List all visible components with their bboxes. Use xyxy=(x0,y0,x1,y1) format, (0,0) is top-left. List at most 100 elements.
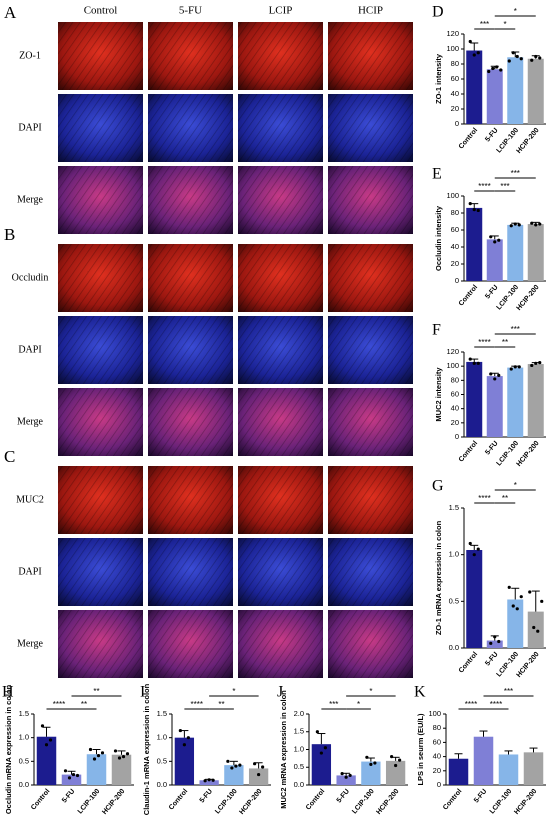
data-point xyxy=(489,235,493,239)
significance-label: ** xyxy=(81,700,87,709)
significance-label: **** xyxy=(53,700,65,709)
data-point xyxy=(497,639,501,644)
data-point xyxy=(538,56,542,60)
data-point xyxy=(538,361,542,365)
y-tick-label: 0 xyxy=(455,276,459,285)
significance-label: ** xyxy=(502,494,508,503)
y-tick-label: 1.0 xyxy=(294,744,304,753)
data-point xyxy=(472,208,476,212)
significance-label: *** xyxy=(500,182,509,191)
data-point xyxy=(211,778,215,782)
significance-label: * xyxy=(514,481,517,490)
y-tick-label: 2.0 xyxy=(294,709,304,718)
y-tick-label: 60 xyxy=(433,737,441,746)
y-tick-label: 1.0 xyxy=(19,733,29,742)
column-header: HCIP xyxy=(358,5,383,17)
data-point xyxy=(493,240,497,244)
column-header: LCIP xyxy=(269,5,293,17)
micrograph-texture xyxy=(148,244,233,312)
y-axis-label: MUC2 mRNA expression in colon xyxy=(279,690,288,809)
data-point xyxy=(534,54,538,59)
data-point xyxy=(511,604,515,608)
data-point xyxy=(513,365,517,369)
bar xyxy=(199,780,219,785)
y-axis-label: MUC2 intensity xyxy=(434,367,443,422)
row-label: DAPI xyxy=(18,566,41,577)
panel-letter: G xyxy=(432,478,444,495)
data-point xyxy=(491,66,495,71)
y-axis-label: Occludin intensity xyxy=(434,205,443,271)
data-point xyxy=(532,625,536,630)
y-tick-label: 0.0 xyxy=(294,780,304,789)
panel-letter: I xyxy=(140,684,145,701)
micrograph-texture xyxy=(148,22,233,90)
bar xyxy=(466,207,483,281)
significance-label: *** xyxy=(329,700,338,709)
x-tick-label: Control xyxy=(168,788,189,812)
data-point xyxy=(373,761,377,765)
data-point xyxy=(100,751,105,755)
bar xyxy=(385,760,406,785)
y-axis-label: ZO-1 mRNA expression in colon xyxy=(434,520,443,635)
row-label: DAPI xyxy=(18,122,41,133)
micrograph-texture xyxy=(328,166,413,234)
data-point xyxy=(178,728,182,733)
data-point xyxy=(257,772,261,777)
panel-letter: K xyxy=(414,684,426,701)
bar xyxy=(486,239,503,281)
data-point xyxy=(530,221,534,225)
micrograph-texture xyxy=(238,610,323,678)
bar xyxy=(498,754,519,785)
row-label: Merge xyxy=(17,194,43,205)
data-point xyxy=(323,746,327,750)
error-bar xyxy=(180,730,189,738)
panel-letter: B xyxy=(4,225,15,244)
x-tick-label: 5-FU xyxy=(336,788,351,804)
bar xyxy=(527,364,544,437)
micrograph-texture xyxy=(238,388,323,456)
significance-label: *** xyxy=(504,687,513,696)
bar xyxy=(507,367,524,437)
data-point xyxy=(348,773,352,778)
data-point xyxy=(509,367,513,371)
y-tick-label: 60 xyxy=(451,74,459,83)
data-point xyxy=(507,59,511,63)
data-point xyxy=(472,53,476,57)
y-tick-label: 20 xyxy=(451,259,459,268)
data-point xyxy=(507,585,511,589)
micrograph-texture xyxy=(148,316,233,384)
data-point xyxy=(261,765,265,769)
error-bar xyxy=(117,750,126,755)
significance-label: ** xyxy=(502,338,508,347)
micrograph-texture xyxy=(238,94,323,162)
micrograph-texture xyxy=(328,610,413,678)
significance-label: * xyxy=(369,687,372,696)
y-tick-label: 120 xyxy=(446,347,459,356)
y-tick-label: 80 xyxy=(451,208,459,217)
data-point xyxy=(88,747,93,752)
error-bar xyxy=(529,747,538,753)
y-tick-label: 1.5 xyxy=(19,709,29,718)
row-label: Merge xyxy=(17,638,43,649)
micrograph-texture xyxy=(148,610,233,678)
y-tick-label: 20 xyxy=(451,418,459,427)
bar xyxy=(111,754,132,785)
x-tick-label: HCIP-200 xyxy=(513,788,538,816)
data-point xyxy=(315,730,319,734)
data-point xyxy=(489,372,493,376)
panel-letter: H xyxy=(2,684,14,701)
bar xyxy=(248,768,269,785)
micrograph-texture xyxy=(58,94,143,162)
micrograph-texture xyxy=(148,166,233,234)
data-point xyxy=(186,736,190,740)
data-point xyxy=(536,629,540,633)
data-point xyxy=(472,553,476,557)
x-tick-label: 5-FU xyxy=(484,440,499,456)
data-point xyxy=(468,541,472,546)
data-point xyxy=(468,357,472,361)
micrograph-texture xyxy=(238,166,323,234)
micrograph-texture xyxy=(238,466,323,534)
data-point xyxy=(319,751,323,755)
y-tick-label: 120 xyxy=(446,29,459,38)
x-tick-label: Control xyxy=(305,788,326,812)
